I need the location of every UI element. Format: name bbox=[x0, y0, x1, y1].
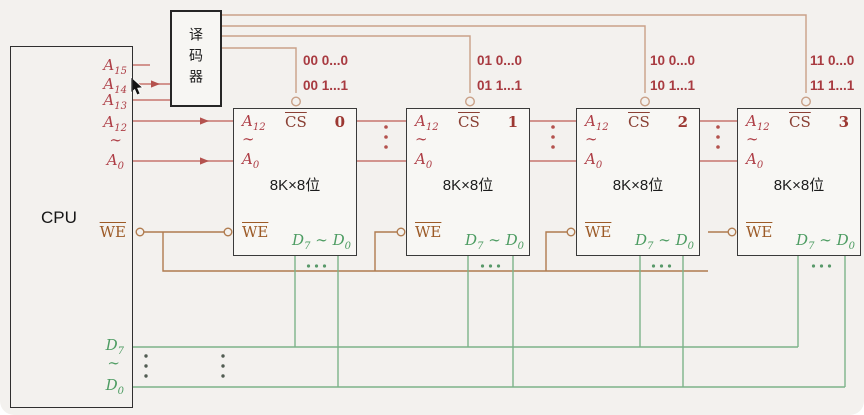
chip0-address-range: 00 0...0 00 1...1 bbox=[303, 53, 349, 93]
chip-pin-we: WE bbox=[746, 223, 773, 241]
cs1-bubble bbox=[465, 96, 476, 107]
cpu-pin-a14: A14 bbox=[103, 75, 127, 96]
chip-addr-tilde: ∼ bbox=[242, 130, 255, 148]
chip3-we-bubble bbox=[727, 227, 737, 237]
chip-pin-d7-d0: D7 ∼ D0 bbox=[635, 231, 694, 252]
chip0-we-bubble bbox=[223, 227, 233, 237]
chip-pin-we: WE bbox=[415, 223, 442, 241]
chip-pin-a0: A0 bbox=[242, 150, 260, 171]
chip1-data-drops bbox=[467, 256, 514, 387]
cs2-bubble bbox=[640, 96, 651, 107]
we-bus-wire bbox=[162, 232, 708, 272]
address-arrowheads bbox=[151, 80, 209, 165]
chip3-address-range: 11 0...0 11 1...1 bbox=[810, 53, 855, 93]
cpu-pin-a0: A0 bbox=[106, 151, 124, 172]
memory-chip-3: A12 ∼ A0 CS 3 8K×8位 WE D7 ∼ D0 bbox=[737, 108, 861, 256]
chip-addr-tilde: ∼ bbox=[415, 130, 428, 148]
chip2-data-drops bbox=[639, 256, 684, 387]
decoder-label: 译码器 bbox=[188, 27, 204, 90]
chip-pin-a12: A12 bbox=[415, 112, 439, 133]
decoder-box: 译码器 bbox=[170, 10, 222, 107]
cpu-pin-a12: A12 bbox=[103, 113, 127, 134]
cpu-pin-d7: D7 bbox=[105, 336, 124, 357]
cs2-wire bbox=[222, 25, 646, 93]
cpu-we-bubble bbox=[135, 227, 145, 237]
memory-chip-2: A12 ∼ A0 CS 2 8K×8位 WE D7 ∼ D0 bbox=[576, 108, 700, 256]
chip-pin-cs: CS bbox=[789, 113, 811, 131]
address-ellipsis-dots bbox=[384, 125, 720, 149]
cpu-pin-a15: A15 bbox=[103, 56, 127, 77]
chip-pin-a12: A12 bbox=[746, 112, 770, 133]
chip-pin-a0: A0 bbox=[585, 150, 603, 171]
cpu-pin-a13: A13 bbox=[103, 91, 127, 112]
chip0-data-drops bbox=[294, 256, 339, 387]
address-wires bbox=[133, 64, 737, 162]
chip-pin-a0: A0 bbox=[746, 150, 764, 171]
cpu-label: CPU bbox=[41, 208, 77, 227]
cs1-wire bbox=[222, 35, 471, 93]
chip-pin-cs: CS bbox=[458, 113, 480, 131]
chip-pin-we: WE bbox=[585, 223, 612, 241]
chip2-we-bubble bbox=[566, 227, 576, 237]
chip-index: 0 bbox=[334, 113, 345, 131]
chip3-data-drops bbox=[797, 256, 846, 387]
cpu-addr-tilde: ∼ bbox=[109, 131, 122, 149]
chip-pin-a0: A0 bbox=[415, 150, 433, 171]
data-wires bbox=[133, 256, 846, 388]
cpu-box: CPU A15 A14 A13 A12 ∼ A0 WE D7 ∼ D0 bbox=[10, 46, 133, 408]
chip-pin-a12: A12 bbox=[585, 112, 609, 133]
chip-pin-d7-d0: D7 ∼ D0 bbox=[465, 231, 524, 252]
mouse-cursor-icon bbox=[130, 76, 144, 96]
cs3-bubble bbox=[801, 96, 812, 107]
chip-index: 3 bbox=[838, 113, 849, 131]
chip-pin-a12: A12 bbox=[242, 112, 266, 133]
chip-data-ellipsis-dots bbox=[306, 264, 832, 268]
chip-capacity-label: 8K×8位 bbox=[269, 177, 321, 194]
chip2-address-range: 10 0...0 10 1...1 bbox=[650, 53, 696, 93]
memory-chip-0: A12 ∼ A0 CS 0 8K×8位 WE D7 ∼ D0 bbox=[233, 108, 357, 256]
chip-capacity-label: 8K×8位 bbox=[442, 177, 494, 194]
memory-chip-1: A12 ∼ A0 CS 1 8K×8位 WE D7 ∼ D0 bbox=[406, 108, 530, 256]
chip-addr-tilde: ∼ bbox=[746, 130, 759, 148]
chip-pin-cs: CS bbox=[628, 113, 650, 131]
cs0-bubble bbox=[291, 96, 302, 107]
chip-index: 1 bbox=[507, 113, 518, 131]
write-enable-wires bbox=[135, 227, 737, 272]
chip-index: 2 bbox=[677, 113, 688, 131]
chip-capacity-label: 8K×8位 bbox=[773, 177, 825, 194]
cpu-data-ellipsis-dots bbox=[144, 354, 225, 378]
cs3-wire bbox=[222, 14, 807, 93]
chip-select-wires bbox=[222, 14, 812, 107]
chip-capacity-label: 8K×8位 bbox=[612, 177, 664, 194]
cpu-pin-we: WE bbox=[99, 223, 126, 241]
chip-pin-d7-d0: D7 ∼ D0 bbox=[292, 231, 351, 252]
cpu-pin-d0: D0 bbox=[105, 376, 124, 397]
chip1-address-range: 01 0...0 01 1...1 bbox=[477, 53, 523, 93]
chip-pin-we: WE bbox=[242, 223, 269, 241]
cs0-wire bbox=[222, 47, 297, 93]
chip-pin-d7-d0: D7 ∼ D0 bbox=[796, 231, 855, 252]
cpu-data-tilde: ∼ bbox=[107, 354, 120, 372]
chip1-we-bubble bbox=[396, 227, 406, 237]
chip-pin-cs: CS bbox=[285, 113, 307, 131]
chip-addr-tilde: ∼ bbox=[585, 130, 598, 148]
